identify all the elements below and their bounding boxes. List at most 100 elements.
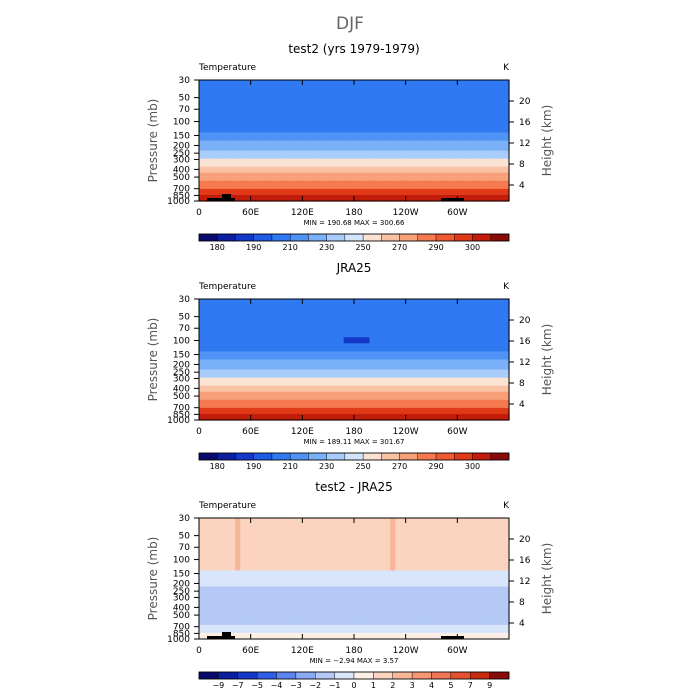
field-cell — [467, 124, 474, 127]
field-cell — [333, 162, 340, 166]
field-cell — [405, 329, 412, 332]
field-cell — [276, 188, 283, 192]
field-cell — [348, 311, 355, 314]
field-cell — [431, 315, 438, 318]
field-cell — [441, 176, 448, 180]
field-cell — [338, 124, 345, 127]
field-cell — [483, 192, 489, 196]
field-cell — [410, 331, 417, 334]
field-cell — [312, 333, 319, 336]
field-cell — [359, 315, 365, 318]
field-cell — [369, 150, 376, 154]
field-cell — [405, 88, 412, 91]
field-cell — [354, 329, 360, 332]
field-cell — [421, 184, 427, 188]
field-cell — [245, 333, 252, 336]
field-cell — [230, 319, 236, 322]
field-cell — [348, 130, 355, 134]
field-cell — [426, 100, 433, 103]
field-cell — [379, 331, 386, 334]
field-cell — [286, 325, 293, 328]
field-cell — [204, 170, 210, 174]
field-cell — [348, 122, 355, 125]
field-cell — [447, 122, 453, 125]
field-cell — [400, 152, 407, 156]
field-cell — [472, 182, 479, 186]
field-cell — [488, 323, 495, 326]
field-cell — [328, 170, 334, 174]
field-cell — [452, 86, 458, 89]
field-cell — [374, 176, 381, 180]
field-cell — [374, 120, 381, 123]
field-cell — [462, 104, 469, 107]
field-cell — [328, 130, 334, 134]
field-cell — [333, 184, 340, 188]
field-cell — [343, 124, 350, 127]
field-cell — [416, 88, 422, 91]
field-cell — [467, 160, 474, 164]
field-cell — [410, 194, 417, 198]
field-cell — [281, 319, 288, 322]
field-cell — [271, 331, 278, 334]
field-cell — [312, 100, 319, 103]
field-cell — [385, 190, 391, 194]
field-cell — [421, 303, 427, 306]
panel-left-label: Temperature — [198, 282, 256, 292]
field-cell — [457, 154, 464, 158]
field-cell — [271, 146, 278, 150]
field-cell — [328, 192, 334, 196]
field-cell — [286, 118, 293, 121]
field-cell — [483, 142, 489, 146]
field-cell — [359, 186, 365, 190]
field-cell — [230, 122, 236, 125]
field-cell — [452, 164, 458, 168]
field-cell — [426, 329, 433, 332]
field-cell — [292, 88, 298, 91]
field-cell — [478, 158, 484, 162]
field-cell — [421, 311, 427, 314]
field-cell — [472, 106, 479, 109]
contour-field — [199, 299, 510, 421]
field-cell — [255, 317, 262, 320]
field-cell — [266, 92, 272, 95]
field-cell — [452, 299, 458, 302]
field-cell — [400, 317, 407, 320]
field-cell — [276, 186, 283, 190]
field-cell — [462, 154, 469, 158]
field-cell — [390, 162, 396, 166]
field-cell — [328, 321, 334, 324]
field-cell — [271, 188, 278, 192]
field-cell — [441, 96, 448, 99]
field-cell — [317, 130, 324, 134]
field-cell — [343, 136, 350, 140]
field-cell — [214, 140, 221, 144]
field-cell — [235, 301, 241, 304]
field-cell — [312, 317, 319, 320]
field-cell — [493, 156, 500, 160]
field-cell — [379, 162, 386, 166]
field-cell — [472, 194, 479, 198]
field-cell — [317, 315, 324, 318]
field-cell — [276, 84, 283, 87]
field-cell — [323, 102, 329, 105]
field-cell — [255, 136, 262, 140]
field-cell — [261, 315, 267, 318]
field-cell — [395, 174, 402, 178]
field-cell — [292, 86, 298, 89]
field-cell — [245, 138, 252, 142]
field-cell — [472, 178, 479, 182]
field-cell — [204, 108, 210, 111]
field-cell — [312, 337, 319, 340]
field-cell — [317, 148, 324, 152]
field-cell — [286, 112, 293, 115]
field-cell — [462, 124, 469, 127]
field-cell — [343, 118, 350, 121]
field-cell — [447, 305, 453, 308]
field-cell — [478, 333, 484, 336]
field-cell — [271, 305, 278, 308]
field-cell — [503, 162, 510, 166]
field-cell — [431, 170, 438, 174]
field-cell — [472, 184, 479, 188]
field-cell — [199, 128, 205, 132]
field-cell — [235, 132, 241, 136]
